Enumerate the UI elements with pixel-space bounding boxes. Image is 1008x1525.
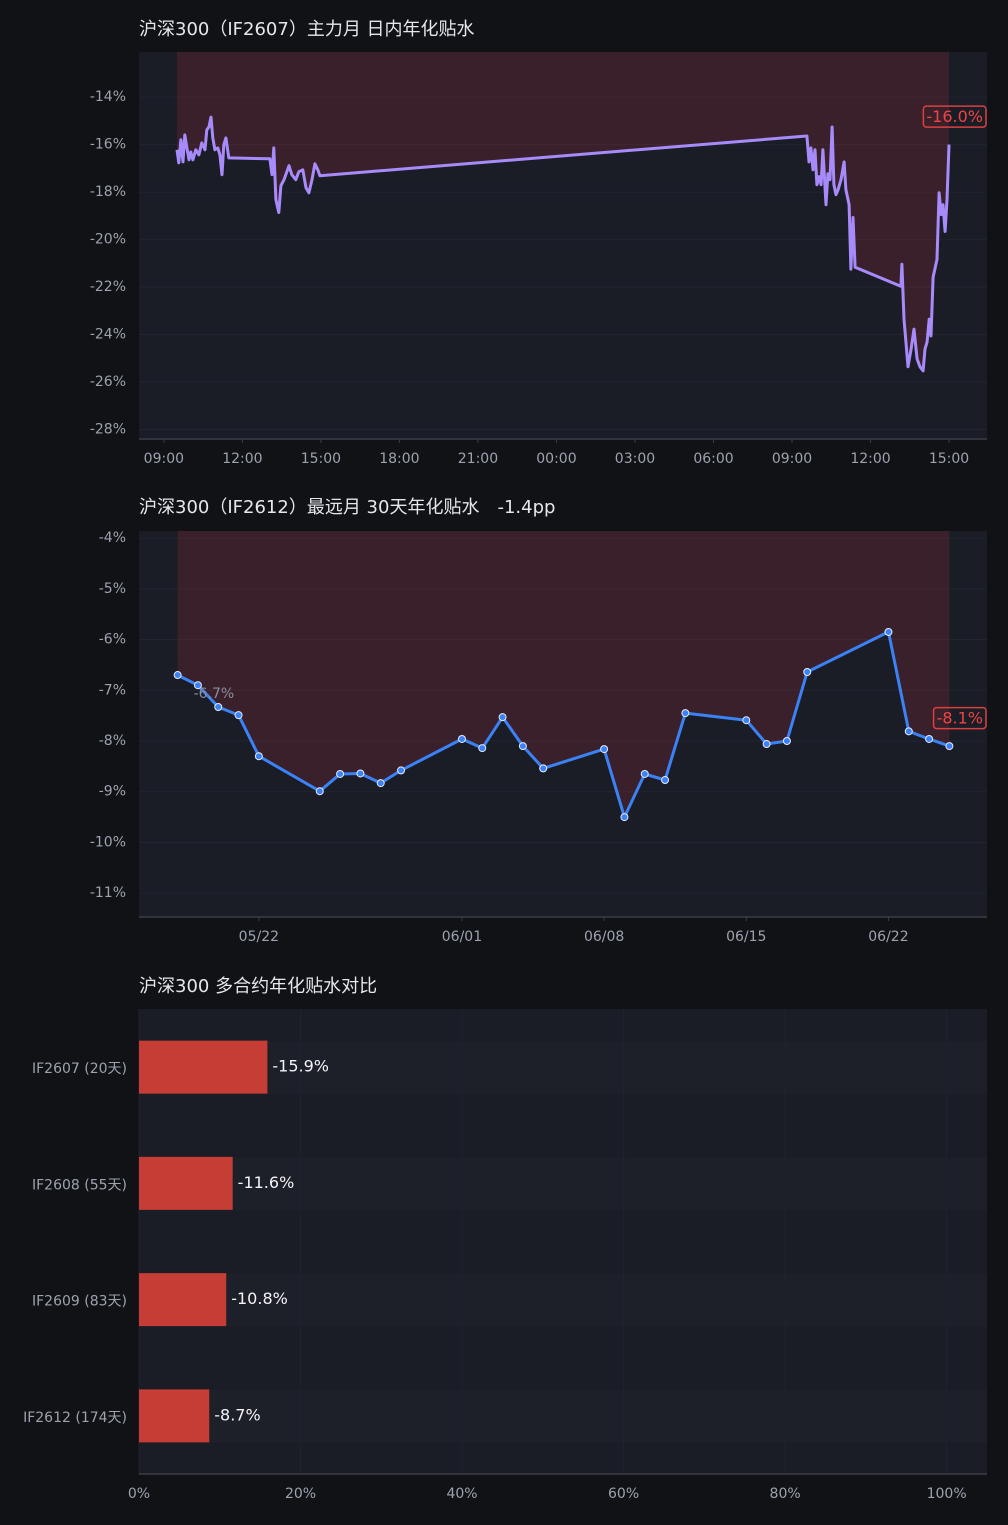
y-tick-label: -5%	[99, 581, 126, 597]
y-tick-label: -24%	[90, 327, 126, 343]
area-shade	[177, 531, 950, 818]
x-tick-label: 0%	[128, 1486, 150, 1502]
y-tick-label: IF2612 (174天)	[23, 1410, 127, 1426]
y-tick-label: -26%	[90, 374, 126, 390]
point	[397, 766, 406, 775]
chart-title: 沪深300（IF2612）最远月 30天年化贴水	[139, 497, 479, 518]
x-tick-label: 18:00	[379, 451, 419, 467]
value-label: -15.9%	[272, 1057, 329, 1076]
chart-title: 沪深300 多合约年化贴水对比	[139, 976, 377, 997]
point	[356, 769, 365, 778]
point	[315, 787, 324, 796]
x-tick-label: 21:00	[458, 451, 498, 467]
x-tick-label: 15:00	[301, 451, 341, 467]
x-tick-label: 12:00	[222, 451, 262, 467]
point	[762, 740, 771, 749]
x-tick-label: 80%	[770, 1486, 801, 1502]
value-label: -10.8%	[231, 1289, 288, 1308]
x-tick-label: 00:00	[536, 451, 576, 467]
x-tick-label: 06/15	[726, 929, 766, 945]
value-label-box	[922, 105, 987, 128]
x-tick-label: 100%	[927, 1486, 967, 1502]
y-tick-label: IF2609 (83天)	[32, 1294, 127, 1310]
point	[518, 742, 527, 751]
point	[884, 627, 893, 636]
y-tick-label: -10%	[90, 834, 126, 850]
band-stripe	[139, 1157, 987, 1211]
band-stripe	[139, 1273, 987, 1327]
point	[478, 744, 487, 753]
point	[945, 742, 954, 751]
x-tick-label: 15:00	[929, 451, 969, 467]
plot-area	[139, 52, 987, 439]
plot-area	[139, 531, 987, 917]
point	[742, 716, 751, 725]
y-tick-label: -7%	[99, 682, 126, 698]
x-tick-label: 06/22	[868, 929, 908, 945]
x-tick-label: 06/08	[584, 929, 624, 945]
point	[234, 711, 243, 720]
y-tick-label: -16%	[90, 137, 126, 153]
point	[457, 734, 466, 743]
y-tick-label: -9%	[99, 784, 126, 800]
bar	[139, 1156, 233, 1210]
point	[681, 709, 690, 718]
x-tick-label: 40%	[446, 1486, 477, 1502]
point	[498, 713, 507, 722]
x-tick-label: 09:00	[144, 451, 184, 467]
value-label-box	[932, 706, 987, 730]
point	[925, 734, 934, 743]
point	[214, 703, 223, 712]
point	[336, 769, 345, 778]
point	[803, 668, 812, 677]
chart-title: 沪深300（IF2607）主力月 日内年化贴水	[139, 19, 475, 40]
point	[782, 736, 791, 745]
value-label: -8.7%	[214, 1405, 260, 1424]
point	[193, 681, 202, 690]
value-label: -11.6%	[238, 1173, 295, 1192]
x-tick-label: 03:00	[615, 451, 655, 467]
point	[904, 727, 913, 736]
bar	[139, 1273, 227, 1327]
x-tick-label: 60%	[608, 1486, 639, 1502]
point	[539, 764, 548, 773]
y-tick-label: -6%	[99, 632, 126, 648]
line	[176, 630, 950, 819]
y-tick-label: -28%	[90, 422, 126, 438]
point	[620, 813, 629, 822]
y-tick-label: -4%	[99, 530, 126, 546]
y-tick-label: -18%	[90, 184, 126, 200]
y-tick-label: -20%	[90, 232, 126, 248]
bar	[139, 1389, 210, 1443]
x-tick-label: 05/22	[239, 929, 279, 945]
value-label: -6.7%	[194, 686, 235, 702]
point	[640, 769, 649, 778]
y-tick-label: IF2608 (55天)	[32, 1177, 127, 1193]
y-tick-label: -11%	[90, 885, 126, 901]
y-tick-label: IF2607 (20天)	[32, 1061, 127, 1077]
x-tick-label: 12:00	[850, 451, 890, 467]
bar	[139, 1040, 268, 1094]
x-tick-label: 06/01	[442, 929, 482, 945]
line	[175, 115, 951, 373]
band-stripe	[139, 1389, 987, 1443]
point	[254, 752, 263, 761]
area-shade	[176, 52, 950, 371]
x-tick-label: 09:00	[772, 451, 812, 467]
point	[173, 671, 182, 680]
x-tick-label: 20%	[285, 1486, 316, 1502]
point	[661, 776, 670, 785]
point	[376, 779, 385, 788]
value-label: -16.0%	[926, 107, 983, 126]
change-label: -1.4pp	[497, 497, 555, 518]
y-tick-label: -22%	[90, 279, 126, 295]
y-tick-label: -8%	[99, 733, 126, 749]
value-label: -8.1%	[937, 709, 983, 728]
band-stripe	[139, 1041, 987, 1095]
y-tick-label: -14%	[90, 89, 126, 105]
x-tick-label: 06:00	[693, 451, 733, 467]
point	[600, 745, 609, 754]
